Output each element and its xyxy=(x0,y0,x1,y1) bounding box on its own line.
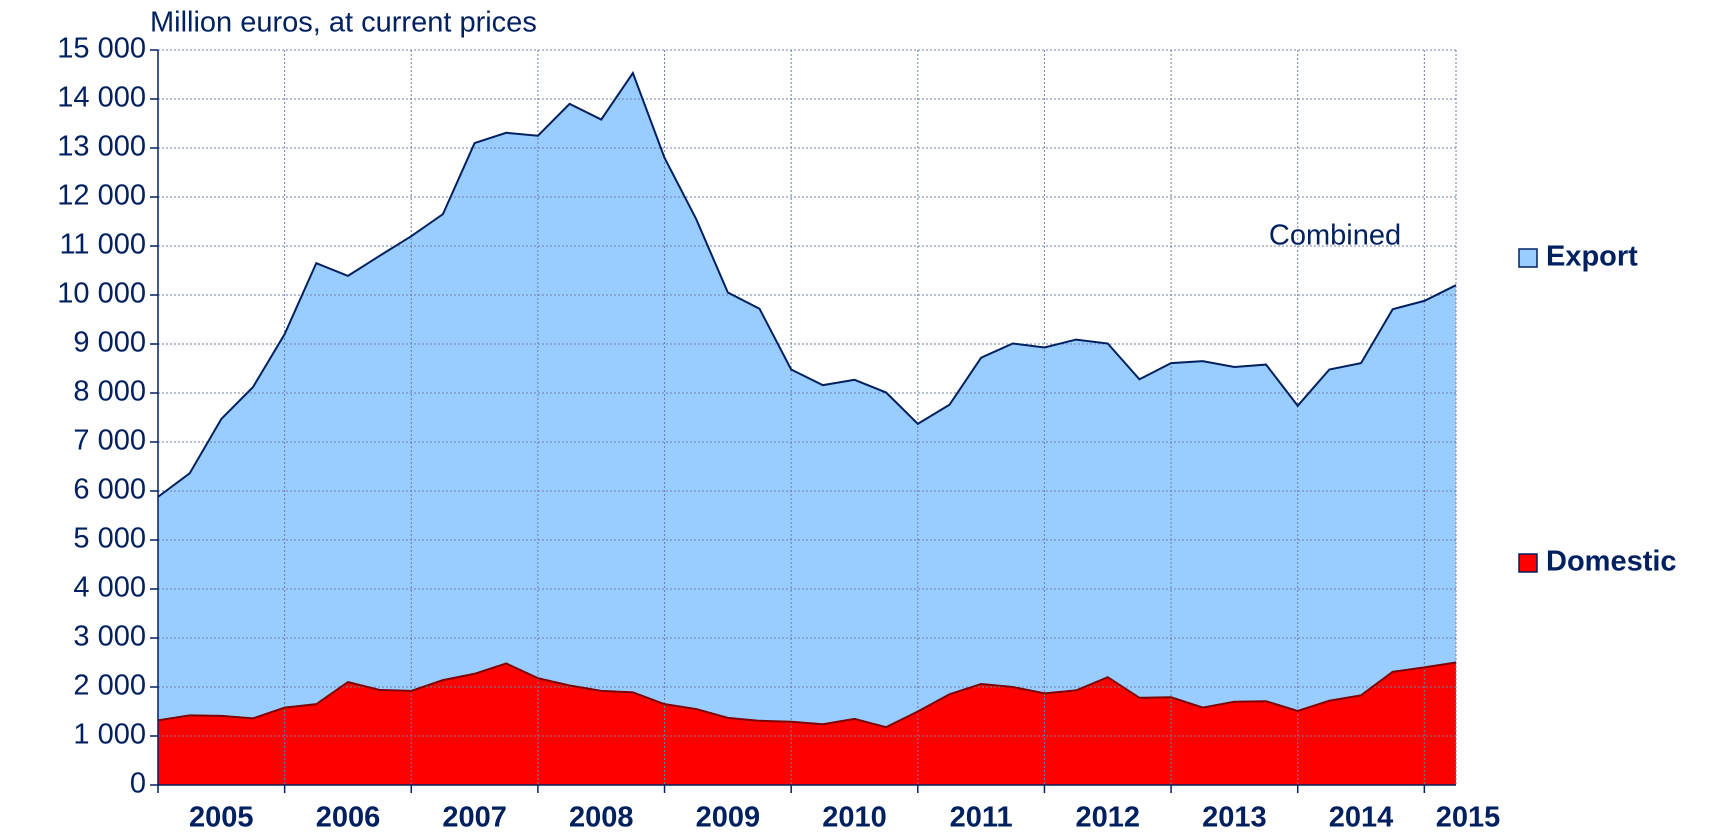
x-tick-label: 2010 xyxy=(822,802,887,834)
y-tick-label: 10 000 xyxy=(57,278,146,310)
y-tick-label: 12 000 xyxy=(57,180,146,212)
legend-swatch xyxy=(1518,553,1538,573)
y-tick-label: 7 000 xyxy=(73,425,146,457)
y-tick-label: 15 000 xyxy=(57,33,146,65)
area xyxy=(158,73,1456,728)
x-tick-label: 2006 xyxy=(316,802,381,834)
x-tick-label: 2008 xyxy=(569,802,634,834)
x-tick-label: 2014 xyxy=(1329,802,1394,834)
chart-title: Million euros, at current prices xyxy=(150,7,537,39)
area-outline xyxy=(157,661,1457,729)
legend-label: Export xyxy=(1546,241,1638,273)
y-tick-label: 5 000 xyxy=(73,523,146,555)
x-tick-label: 2011 xyxy=(950,802,1013,834)
y-tick-label: 6 000 xyxy=(73,474,146,506)
x-tick-label: 2007 xyxy=(442,802,507,834)
x-tick-label: 2013 xyxy=(1202,802,1267,834)
y-tick-label: 8 000 xyxy=(73,376,146,408)
area-outline xyxy=(157,70,1457,498)
y-tick-label: 0 xyxy=(130,768,146,800)
legend-label: Domestic xyxy=(1546,546,1677,578)
y-tick-label: 2 000 xyxy=(73,670,146,702)
y-tick-label: 4 000 xyxy=(73,572,146,604)
y-tick-label: 1 000 xyxy=(73,719,146,751)
y-tick-label: 14 000 xyxy=(57,82,146,114)
annotation: Combined xyxy=(1269,220,1401,252)
x-tick-label: 2015 xyxy=(1436,802,1501,834)
y-tick-label: 9 000 xyxy=(73,327,146,359)
legend-swatch xyxy=(1518,248,1538,268)
x-tick-label: 2005 xyxy=(189,802,254,834)
y-tick-label: 11 000 xyxy=(59,229,146,261)
y-tick-label: 3 000 xyxy=(73,621,146,653)
y-tick-label: 13 000 xyxy=(57,131,146,163)
x-tick-label: 2012 xyxy=(1075,802,1140,834)
x-tick-label: 2009 xyxy=(696,802,761,834)
